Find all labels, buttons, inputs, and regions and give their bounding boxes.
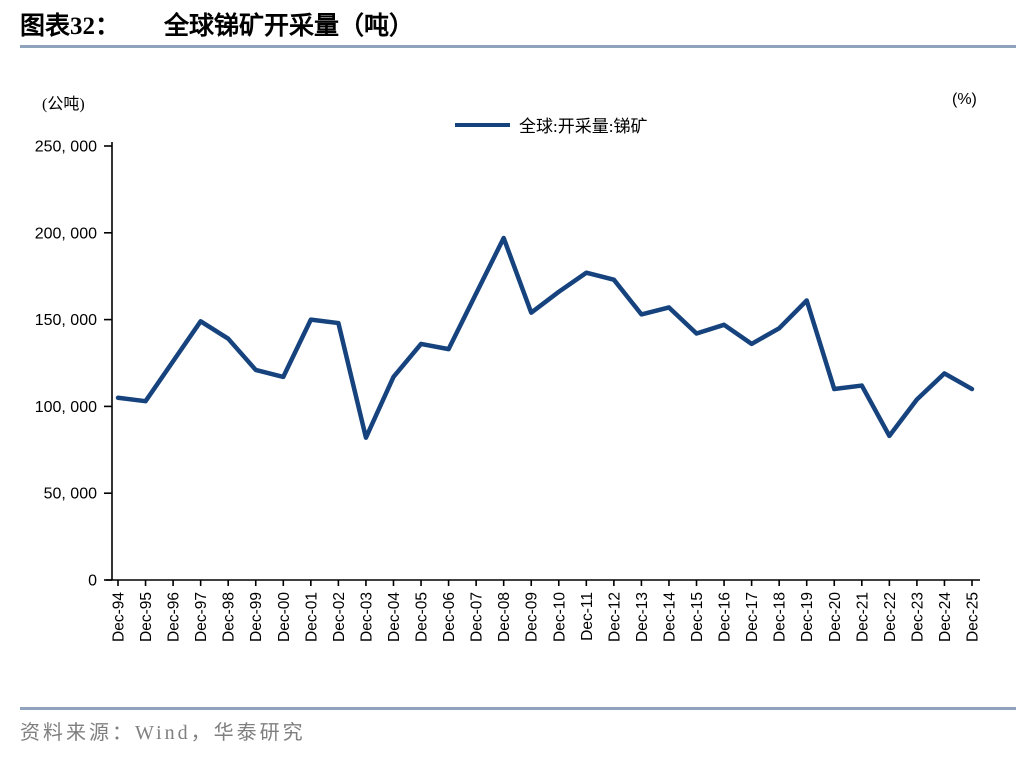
x-tick-label: Dec-12	[606, 592, 623, 642]
y-tick-label: 100, 000	[35, 399, 97, 416]
footer-divider	[20, 707, 1016, 710]
x-tick-label: Dec-03	[358, 592, 375, 642]
legend-label: 全球:开采量:锑矿	[519, 117, 648, 136]
legend-line-swatch	[455, 122, 510, 127]
x-tick-label: Dec-09	[524, 592, 541, 642]
x-tick-label: Dec-24	[937, 592, 954, 642]
x-tick-label: Dec-10	[551, 592, 568, 642]
x-tick-label: Dec-25	[965, 592, 982, 642]
x-tick-label: Dec-17	[744, 592, 761, 642]
x-tick-label: Dec-21	[854, 592, 871, 642]
y-tick-label: 150, 000	[35, 312, 97, 329]
y-tick-label: 200, 000	[35, 225, 97, 242]
left-axis-unit-label: (公吨)	[42, 96, 85, 113]
x-tick-label: Dec-00	[276, 592, 293, 642]
x-tick-label: Dec-94	[111, 592, 128, 642]
x-tick-label: Dec-06	[441, 592, 458, 642]
x-tick-label: Dec-99	[248, 592, 265, 642]
x-tick-label: Dec-07	[469, 592, 486, 642]
y-tick-label: 0	[88, 573, 97, 590]
figure-name: 全球锑矿开采量（吨）	[164, 13, 415, 40]
x-tick-label: Dec-95	[138, 592, 155, 642]
figure-number: 图表32：	[20, 13, 121, 40]
x-tick-label: Dec-18	[772, 592, 789, 642]
series-line	[115, 235, 975, 440]
x-tick-label: Dec-19	[799, 592, 816, 642]
x-tick-label: Dec-04	[386, 592, 403, 642]
x-tick-label: Dec-02	[331, 592, 348, 642]
figure-title: 图表32： 全球锑矿开采量（吨）	[20, 6, 414, 42]
x-tick-label: Dec-15	[689, 592, 706, 642]
title-divider	[20, 45, 1016, 48]
x-tick-label: Dec-96	[166, 592, 183, 642]
x-tick-label: Dec-97	[193, 592, 210, 642]
x-tick-label: Dec-14	[661, 592, 678, 642]
x-tick-label: Dec-20	[827, 592, 844, 642]
y-tick-label: 50, 000	[44, 486, 97, 503]
x-tick-label: Dec-98	[221, 592, 238, 642]
x-tick-label: Dec-05	[414, 592, 431, 642]
x-tick-label: Dec-23	[909, 592, 926, 642]
right-axis-unit-label: (%)	[952, 91, 977, 108]
x-tick-label: Dec-08	[496, 592, 513, 642]
chart-legend: 全球:开采量:锑矿	[455, 112, 647, 137]
source-note: 资料来源：Wind，华泰研究	[20, 722, 306, 744]
x-tick-label: Dec-16	[717, 592, 734, 642]
x-tick-label: Dec-11	[579, 592, 596, 641]
y-tick-label: 250, 000	[35, 139, 97, 156]
x-tick-label: Dec-01	[303, 592, 320, 642]
x-tick-label: Dec-13	[634, 592, 651, 642]
x-tick-label: Dec-22	[882, 592, 899, 642]
